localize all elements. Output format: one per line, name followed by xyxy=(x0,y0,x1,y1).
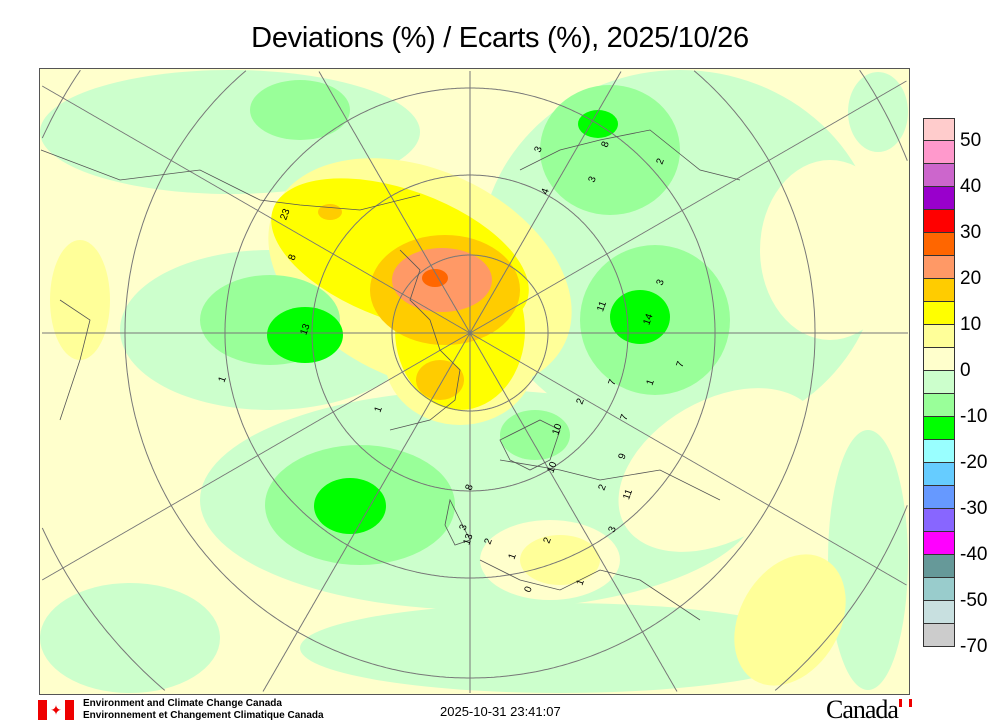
legend-swatch xyxy=(923,601,955,624)
legend-label: -50 xyxy=(960,590,988,611)
latitude-circle xyxy=(124,70,816,679)
longitude-line xyxy=(318,71,678,692)
zone-25-30 xyxy=(422,269,448,287)
canada-flag-icon: ✦ xyxy=(38,700,74,720)
legend-swatch xyxy=(923,141,955,164)
legend-swatch xyxy=(923,233,955,256)
legend-label: 50 xyxy=(960,130,982,151)
map-title: Deviations (%) / Ecarts (%), 2025/10/26 xyxy=(251,22,749,54)
legend-swatch xyxy=(923,624,955,647)
legend-swatch xyxy=(923,164,955,187)
longitude-line xyxy=(41,80,907,581)
legend-label: 10 xyxy=(960,314,982,335)
legend-swatch xyxy=(923,555,955,578)
coastlines xyxy=(40,129,741,621)
wordmark-flag-icon xyxy=(899,699,912,707)
legend-swatch xyxy=(923,279,955,302)
latitude-circle xyxy=(41,69,908,691)
legend-label: -30 xyxy=(960,498,988,519)
legend-label: 20 xyxy=(960,268,982,289)
longitude-line xyxy=(262,71,622,692)
polar-map: 23 8 13 1 1 14 11 3 3 8 2 3 4 7 1 7 2 7 … xyxy=(39,68,910,695)
legend-label: -70 xyxy=(960,636,988,657)
legend-swatch xyxy=(923,348,955,371)
legend-swatch xyxy=(923,394,955,417)
deviation-field xyxy=(40,69,909,694)
zone-minus15-minus10 xyxy=(267,110,670,534)
agency-name-en: Environment and Climate Change Canada xyxy=(83,698,282,709)
legend-swatch xyxy=(923,325,955,348)
legend-swatch xyxy=(923,187,955,210)
legend-swatch xyxy=(923,509,955,532)
legend-label: -40 xyxy=(960,544,988,565)
legend-swatch xyxy=(923,578,955,601)
legend-swatch xyxy=(923,210,955,233)
legend-swatch xyxy=(923,302,955,325)
legend-label: 40 xyxy=(960,176,982,197)
color-scale-legend xyxy=(923,118,955,647)
legend-swatch xyxy=(923,118,955,141)
canada-wordmark: Canada xyxy=(826,695,899,724)
legend-label: -20 xyxy=(960,452,988,473)
legend-label: 0 xyxy=(960,360,971,381)
legend-swatch xyxy=(923,371,955,394)
legend-swatch xyxy=(923,532,955,555)
legend-swatch xyxy=(923,440,955,463)
longitude-line xyxy=(41,85,907,586)
legend-swatch xyxy=(923,463,955,486)
generated-timestamp: 2025-10-31 23:41:07 xyxy=(440,704,561,719)
legend-swatch xyxy=(923,417,955,440)
legend-label: 30 xyxy=(960,222,982,243)
agency-name-fr: Environnement et Changement Climatique C… xyxy=(83,710,324,721)
legend-swatch xyxy=(923,486,955,509)
legend-swatch xyxy=(923,256,955,279)
legend-label: -10 xyxy=(960,406,988,427)
graticule xyxy=(41,69,908,693)
